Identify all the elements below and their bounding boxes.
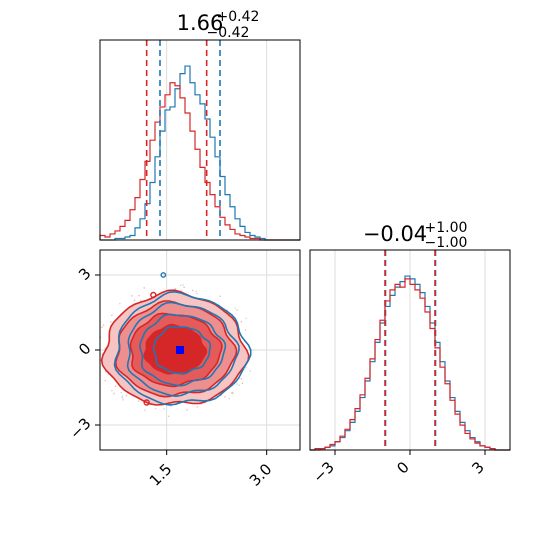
- p1-xtick-label: 0: [393, 458, 412, 477]
- p1-hist-red: [310, 278, 510, 451]
- joint-scatter-point: [113, 392, 115, 395]
- joint-scatter-point: [121, 396, 124, 399]
- right-title-minus: −1.00: [425, 235, 468, 251]
- joint-xtick-label: 3.0: [246, 460, 276, 490]
- blue-contour-level: [152, 326, 212, 375]
- joint-scatter-point: [234, 307, 237, 309]
- joint-scatter-point: [252, 349, 255, 351]
- joint-scatter-point: [138, 294, 140, 297]
- joint-scatter-point: [111, 314, 113, 317]
- joint-scatter-point: [196, 292, 198, 295]
- right-title-value: −0.04: [363, 222, 427, 246]
- joint-scatter-point: [131, 295, 133, 297]
- blue-contour-level: [126, 301, 240, 398]
- joint-scatter-point: [139, 299, 142, 302]
- joint-scatter-point: [118, 302, 121, 305]
- p0-hist-blue: [100, 65, 300, 241]
- joint-scatter-point: [174, 287, 177, 290]
- joint-scatter-point: [182, 284, 184, 286]
- joint-scatter-point: [144, 409, 146, 411]
- joint-scatter-point: [244, 329, 247, 331]
- joint-scatter-point: [143, 287, 145, 289]
- joint-scatter-point: [183, 286, 185, 289]
- top-marginal-frame: [99, 39, 301, 241]
- joint-scatter-point: [101, 353, 103, 355]
- joint-scatter-point: [110, 321, 112, 323]
- joint-scatter-point: [249, 370, 252, 372]
- p1-xtick-label: −3: [309, 458, 337, 486]
- joint-scatter-point: [167, 415, 170, 418]
- joint-ytick-label: 0: [75, 339, 94, 358]
- joint-scatter-point: [121, 395, 124, 397]
- blue-contour-level: [113, 290, 252, 406]
- top-title-value: 1.66: [177, 11, 224, 35]
- right-title-plus: +1.00: [425, 220, 468, 236]
- p1-xtick-label: 3: [468, 458, 487, 477]
- joint-scatter-point: [120, 391, 123, 394]
- p0-hist-red: [99, 82, 300, 241]
- joint-scatter-point: [137, 400, 140, 402]
- joint-scatter-point: [179, 284, 182, 287]
- right-marginal-panel: −3 0 3 −0.04 +1.00 −1.00: [309, 220, 511, 486]
- joint-scatter-point: [240, 377, 243, 380]
- joint-scatter-point: [245, 317, 247, 320]
- joint-scatter-point: [245, 366, 248, 369]
- blue-contour-level: [139, 313, 227, 387]
- joint-scatter-point: [195, 290, 197, 293]
- joint-ytick-label: −3: [66, 414, 94, 442]
- joint-ytick-label: 3: [75, 264, 94, 283]
- joint-scatter-point: [191, 289, 194, 292]
- joint-scatter-point: [236, 383, 238, 385]
- right-marginal-title: −0.04: [363, 222, 427, 246]
- joint-scatter-point: [196, 406, 199, 408]
- joint-scatter-point: [224, 395, 226, 398]
- joint-center-marker: [176, 346, 184, 354]
- joint-scatter-point: [154, 407, 157, 410]
- top-marginal-panel: 1.66 +0.42 −0.42: [99, 9, 301, 241]
- joint-scatter-point: [240, 320, 243, 323]
- joint-scatter-point: [241, 382, 244, 384]
- joint-scatter-point: [238, 384, 241, 386]
- joint-scatter-point: [133, 299, 136, 302]
- joint-scatter-point: [236, 309, 238, 311]
- joint-scatter-point: [111, 389, 113, 392]
- top-title-plus: +0.42: [217, 9, 260, 25]
- joint-scatter-point: [102, 324, 105, 326]
- joint-scatter-point: [125, 395, 128, 397]
- joint-scatter-point: [101, 326, 103, 329]
- top-title-minus: −0.42: [207, 25, 250, 41]
- joint-scatter-point: [231, 391, 233, 394]
- joint-scatter-point: [219, 295, 221, 297]
- red-contour-island: [143, 399, 150, 406]
- joint-scatter-point: [186, 409, 188, 411]
- joint-scatter-point: [163, 408, 165, 410]
- top-marginal-title: 1.66: [177, 11, 224, 35]
- blue-contour-island: [160, 272, 167, 278]
- joint-scatter-point: [180, 289, 182, 292]
- joint-scatter-point: [114, 385, 117, 388]
- joint-scatter-point: [104, 379, 106, 382]
- joint-scatter-point: [122, 399, 125, 401]
- joint-panel: 1.5 3.0 −3 0 3: [66, 249, 301, 490]
- joint-xtick-label: 1.5: [146, 460, 176, 490]
- joint-scatter-point: [228, 397, 231, 400]
- red-contour-island: [150, 291, 157, 299]
